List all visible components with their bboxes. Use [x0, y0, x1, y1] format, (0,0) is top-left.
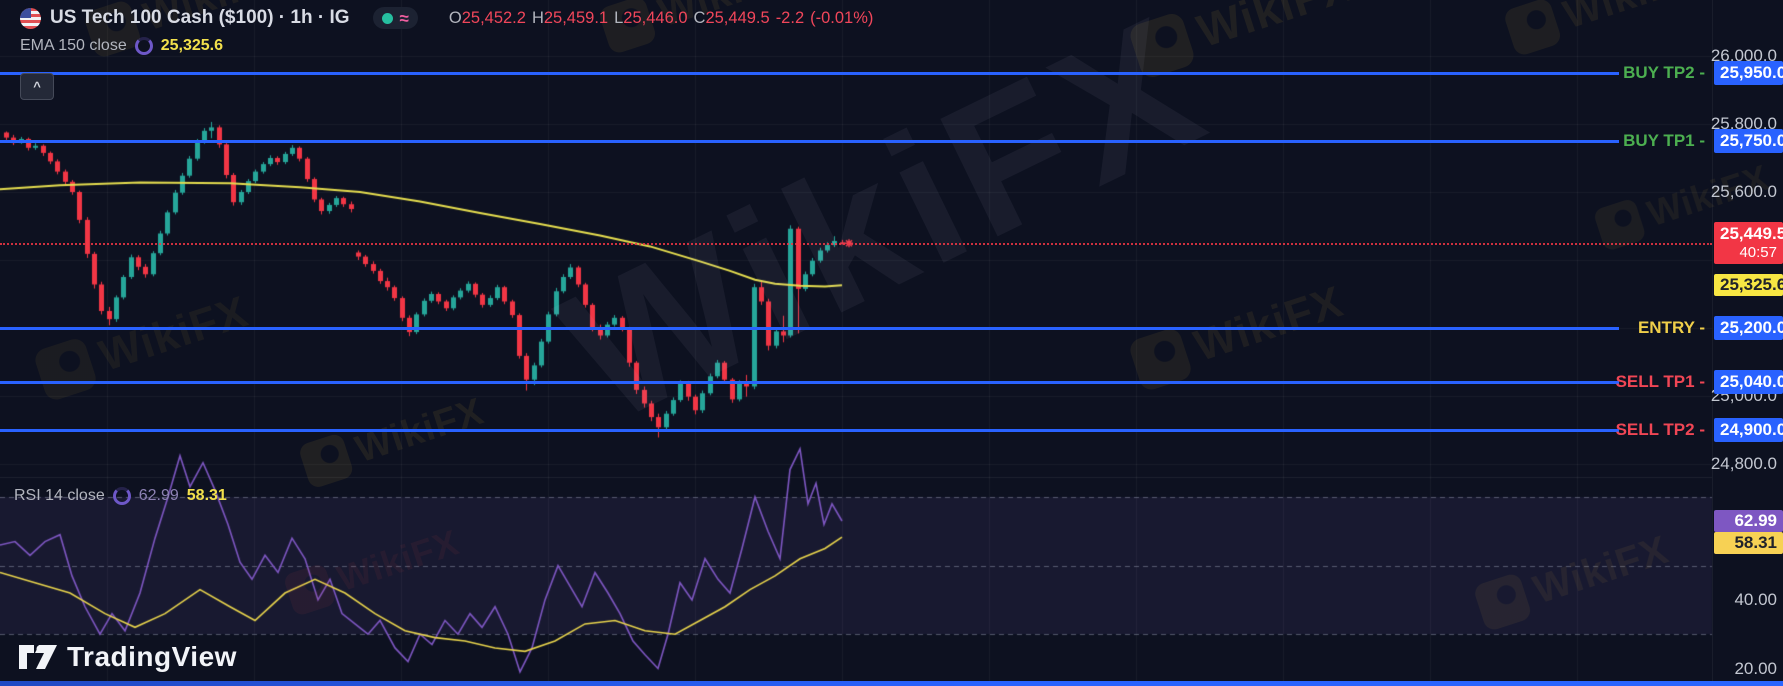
price-axis-label: 24,800.0: [1710, 454, 1777, 473]
rsi-value-tag: 62.99: [1714, 510, 1783, 533]
rsi-axis-label: 20.00: [1734, 658, 1777, 678]
ema-legend-value: 25,325.6: [160, 37, 224, 54]
tradingview-logo[interactable]: TradingView: [18, 641, 237, 673]
symbol-legend[interactable]: US Tech 100 Cash ($100) · 1h · IG ≈ O25,…: [20, 7, 873, 29]
loading-spinner-icon: [134, 37, 153, 55]
symbol-title[interactable]: US Tech 100 Cash ($100) · 1h · IG: [50, 7, 350, 28]
rsi-axis-label: 40.00: [1734, 589, 1777, 609]
price-axis-label: 25,800.0: [1710, 114, 1777, 133]
level-line-sell-tp1[interactable]: [0, 380, 1619, 384]
collapse-pane-button[interactable]: ^: [20, 73, 54, 100]
level-price-tag-entry: 25,200.0: [1714, 316, 1783, 340]
tradingview-mark-icon: [19, 645, 57, 669]
us-flag-icon: [20, 7, 41, 29]
level-label-sell-tp2[interactable]: SELL TP2 -: [1615, 420, 1705, 439]
level-line-entry[interactable]: [0, 326, 1619, 330]
level-price-tag-sell-tp2: 24,900.0: [1714, 418, 1783, 442]
rsi-legend[interactable]: RSI 14 close 62.99 58.31: [14, 487, 227, 505]
chevron-up-icon: ^: [33, 79, 41, 94]
last-price-value: 25,449.5: [1720, 224, 1783, 244]
ema-price-tag: 25,325.6: [1714, 274, 1783, 297]
level-label-entry[interactable]: ENTRY -: [1637, 318, 1705, 337]
ema-legend[interactable]: EMA 150 close 25,325.6: [20, 37, 223, 55]
level-line-sell-tp2[interactable]: [0, 428, 1619, 432]
price-change: -2.2: [775, 8, 805, 27]
rsi-legend-value: 62.99: [138, 487, 179, 504]
price-axis-label: 26,000.0: [1710, 46, 1777, 65]
tradingview-logo-text: TradingView: [67, 641, 237, 672]
level-line-buy-tp2[interactable]: [0, 71, 1619, 75]
price-axis[interactable]: 26,000.0 25,800.0 25,600.0 25,000.0 24,800.0…: [1710, 0, 1783, 686]
bar-countdown: 40:57: [1739, 244, 1777, 262]
rsi-ma-legend-value: 58.31: [186, 487, 227, 504]
level-price-tag-sell-tp1: 25,040.0: [1714, 370, 1783, 395]
symbol-status-pill[interactable]: ≈: [372, 7, 418, 29]
level-price-tag-buy-tp2: 25,950.0: [1714, 61, 1783, 85]
rsi-legend-title[interactable]: RSI 14 close: [14, 487, 105, 504]
level-price-tag-buy-tp1: 25,750.0: [1714, 129, 1783, 153]
last-price-tag: 25,449.5 40:57: [1714, 222, 1783, 265]
timeline-bottom-bar[interactable]: [0, 681, 1783, 686]
loading-spinner-icon: [112, 487, 131, 505]
last-price-line: [0, 243, 1712, 245]
level-label-buy-tp1[interactable]: BUY TP1 -: [1623, 131, 1705, 150]
level-label-buy-tp2[interactable]: BUY TP2 -: [1623, 63, 1705, 82]
ema-legend-title[interactable]: EMA 150 close: [20, 37, 127, 54]
level-line-buy-tp1[interactable]: [0, 139, 1619, 143]
level-label-sell-tp1[interactable]: SELL TP1 -: [1615, 372, 1705, 392]
market-status-dot-icon: [381, 12, 393, 24]
price-axis-label: 25,600.0: [1710, 182, 1777, 201]
price-change-percent: (-0.01%): [810, 8, 874, 27]
rsi-value-tag: 58.31: [1714, 532, 1783, 555]
ohlc-values: O25,452.2 H25,459.1 L25,446.0 C25,449.5 …: [448, 8, 874, 27]
delayed-data-icon: ≈: [399, 8, 409, 28]
